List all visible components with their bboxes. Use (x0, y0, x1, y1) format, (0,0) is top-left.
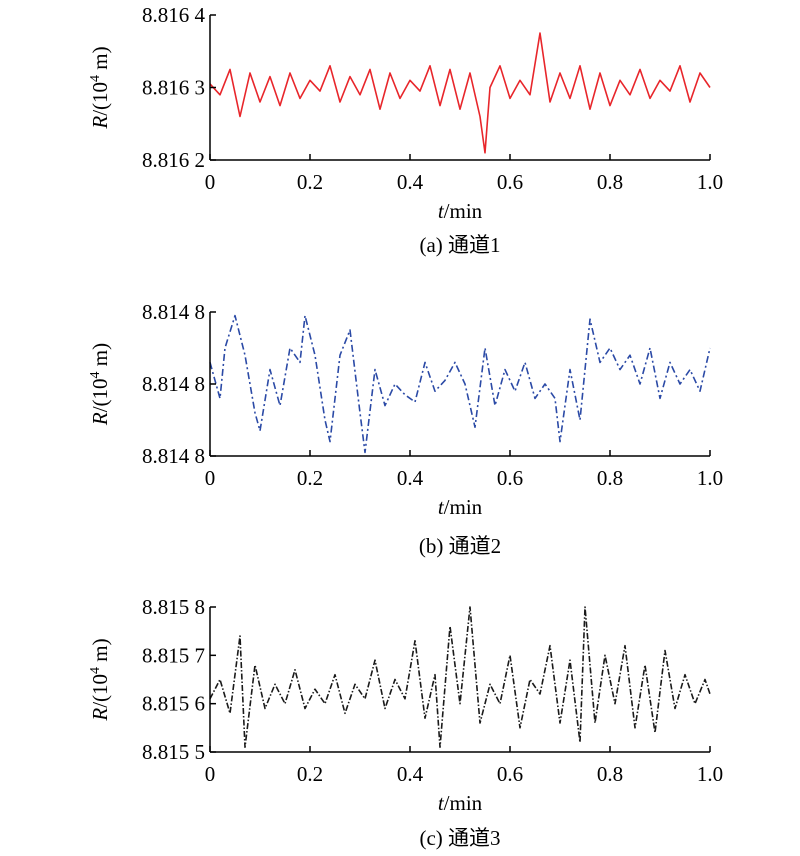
y-axis-label-var: R (88, 708, 112, 722)
y-tick-label: 8.815 8 (142, 595, 205, 619)
x-tick-label: 1.0 (697, 762, 723, 786)
chart-panel-2: 0 0.2 0.4 0.6 0.8 1.0 8.814 8 8.814 8 8.814 8 t/m… (88, 300, 723, 558)
y-axis-label-post: m) (88, 638, 112, 667)
x-axis-label-var: t (438, 791, 445, 815)
x-tick-label: 0.8 (597, 466, 623, 490)
y-axis-label: R/(104 m) (88, 46, 112, 129)
y-axis-label-var: R (88, 412, 112, 426)
x-tick-label: 0.6 (497, 170, 523, 194)
x-tick-label: 0 (205, 170, 216, 194)
x-tick-label: 0.2 (297, 466, 323, 490)
y-tick-label: 8.816 3 (142, 76, 205, 100)
chart-caption: (b) 通道2 (419, 534, 501, 558)
x-tick-label: 0.8 (597, 170, 623, 194)
chart-panel-1: 0 0.2 0.4 0.6 0.8 1.0 8.816 4 8.816 3 8.816 2 t/m… (88, 3, 723, 257)
x-axis-label-unit: /min (444, 199, 483, 223)
series-line-1-1 (209, 32, 711, 154)
y-tick-label: 8.814 8 (142, 372, 205, 396)
y-axis-label-pre: /(10 (88, 82, 112, 116)
y-axis-label-sup: 4 (88, 667, 103, 674)
x-tick-label: 0.6 (497, 762, 523, 786)
chart-caption: (a) 通道1 (419, 233, 500, 257)
y-tick-label: 8.815 7 (142, 643, 205, 667)
series-line-3-1 (209, 606, 711, 749)
x-axis-label-unit: /min (444, 791, 483, 815)
y-tick-label: 8.815 5 (142, 740, 205, 764)
x-tick-label: 1.0 (697, 466, 723, 490)
y-axis-label-var: R (88, 116, 112, 130)
y-axis-label: R/(104 m) (88, 343, 112, 426)
y-tick-label: 8.814 8 (142, 300, 205, 324)
x-tick-label: 1.0 (697, 170, 723, 194)
y-tick-label: 8.815 6 (142, 692, 205, 716)
y-tick-label: 8.814 8 (142, 444, 205, 468)
y-axis-label-pre: /(10 (88, 674, 112, 708)
x-tick-label: 0.6 (497, 466, 523, 490)
x-tick-label: 0.4 (397, 170, 424, 194)
chart-caption: (c) 通道3 (419, 826, 500, 850)
x-tick-label: 0.4 (397, 466, 424, 490)
x-axis-label-unit: /min (444, 495, 483, 519)
x-axis-label: t/min (438, 495, 483, 519)
y-axis-label-pre: /(10 (88, 378, 112, 412)
x-tick-label: 0.2 (297, 170, 323, 194)
y-axis-label-sup: 4 (88, 75, 103, 82)
y-axis-label-sup: 4 (88, 371, 103, 378)
x-tick-label: 0.2 (297, 762, 323, 786)
x-tick-label: 0.8 (597, 762, 623, 786)
y-axis-label-post: m) (88, 343, 112, 372)
x-axis-label: t/min (438, 199, 483, 223)
y-tick-label: 8.816 2 (142, 148, 205, 172)
y-tick-label: 8.816 4 (142, 3, 206, 27)
x-tick-label: 0 (205, 762, 216, 786)
x-tick-label: 0.4 (397, 762, 424, 786)
chart-panel-3: 0 0.2 0.4 0.6 0.8 1.0 8.815 8 8.815 7 8.815 6 8.8… (88, 595, 723, 850)
series-line-2-1 (209, 314, 711, 454)
y-axis-label-post: m) (88, 46, 112, 75)
x-axis-label-var: t (438, 199, 445, 223)
x-axis-label: t/min (438, 791, 483, 815)
x-axis-label-var: t (438, 495, 445, 519)
x-tick-label: 0 (205, 466, 216, 490)
y-axis-label: R/(104 m) (88, 638, 112, 721)
